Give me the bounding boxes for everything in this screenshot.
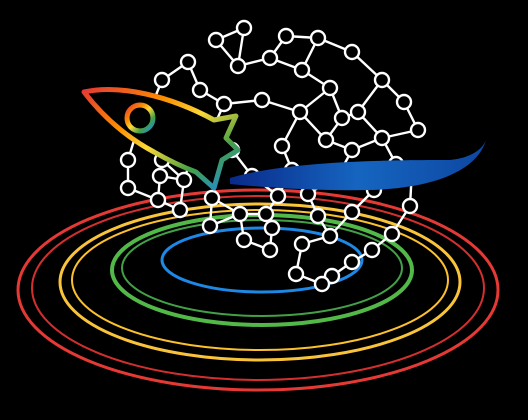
brain-node: [321, 79, 339, 97]
brain-node: [395, 93, 413, 111]
brain-node: [273, 137, 291, 155]
ring-red: [16, 188, 500, 392]
brain-node: [151, 167, 169, 185]
brain-node: [253, 91, 271, 109]
brain-node: [401, 197, 419, 215]
brain-node: [261, 241, 279, 259]
brain-node: [231, 205, 249, 223]
ring-yellow: [58, 202, 462, 362]
brain-node: [349, 103, 367, 121]
brain-node: [321, 227, 339, 245]
brain-node: [293, 235, 311, 253]
ring-green: [110, 213, 414, 327]
brain-node: [317, 131, 335, 149]
brain-node: [153, 71, 171, 89]
brain-node: [179, 53, 197, 71]
brain-node: [287, 265, 305, 283]
brain-node: [291, 103, 309, 121]
brain-node: [343, 253, 361, 271]
brain-node: [363, 241, 381, 259]
brain-node: [171, 201, 189, 219]
rocket-icon: [81, 87, 241, 191]
ring-blue: [160, 226, 364, 294]
rainbow-rings: [16, 188, 500, 392]
brain-node: [343, 141, 361, 159]
brain-node: [313, 275, 331, 293]
brain-node: [293, 61, 311, 79]
rocket-body: [81, 87, 241, 191]
brain-node: [263, 219, 281, 237]
brain-node: [203, 189, 221, 207]
brain-node: [257, 205, 275, 223]
brain-node: [383, 225, 401, 243]
brain-node: [277, 27, 295, 45]
brain-node: [343, 43, 361, 61]
brain-node: [309, 207, 327, 225]
brain-node: [235, 231, 253, 249]
brain-node: [229, 57, 247, 75]
brain-node: [207, 31, 225, 49]
brain-node: [201, 217, 219, 235]
brain-node: [175, 171, 193, 189]
brain-node: [119, 179, 137, 197]
rocket-window: [124, 102, 156, 134]
brain-node: [409, 121, 427, 139]
brain-node: [343, 203, 361, 221]
brain-node: [269, 187, 287, 205]
brain-node: [333, 109, 351, 127]
ring-red-inner: [31, 195, 485, 381]
brain-node: [373, 129, 391, 147]
brain-node: [235, 19, 253, 37]
brain-node: [261, 49, 279, 67]
brain-node: [119, 151, 137, 169]
brain-node: [309, 29, 327, 47]
brain-node: [373, 71, 391, 89]
brain-node: [191, 81, 209, 99]
brain-node: [215, 95, 233, 113]
brain-node: [149, 191, 167, 209]
blue-swoosh: [230, 140, 486, 191]
